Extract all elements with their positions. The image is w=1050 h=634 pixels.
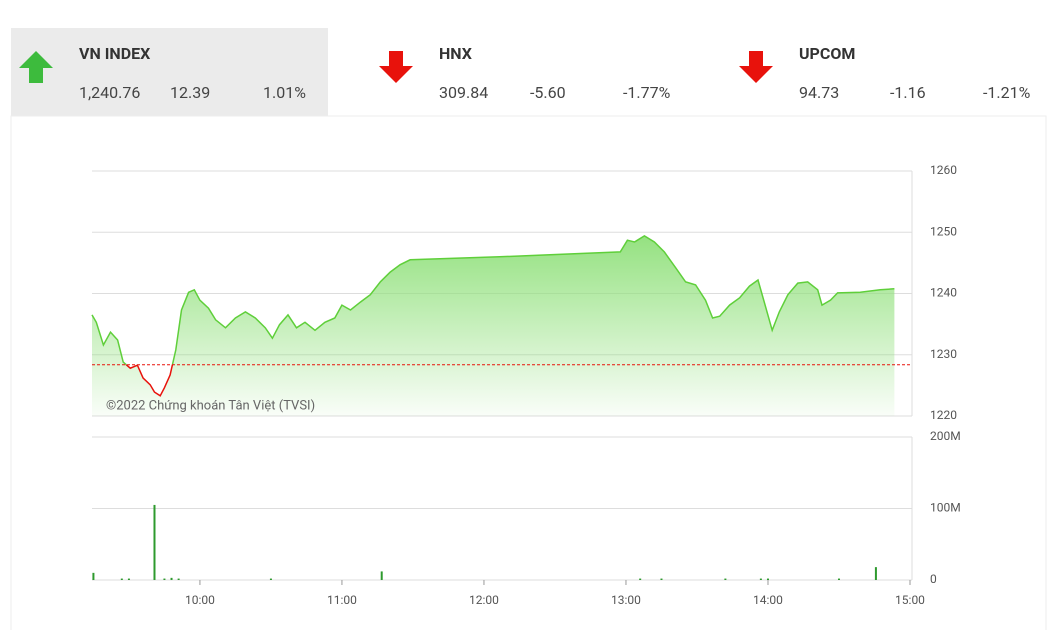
arrow-icon bbox=[379, 51, 413, 83]
y-tick-label: 1230 bbox=[930, 347, 957, 361]
price-line-below bbox=[125, 364, 174, 397]
index-change: -1.16 bbox=[890, 83, 926, 102]
volume-bar bbox=[660, 578, 663, 580]
volume-bar bbox=[766, 578, 769, 580]
watermark: ©2022 Chứng khoán Tân Việt (TVSI) bbox=[106, 398, 315, 413]
index-name: UPCOM bbox=[799, 44, 855, 63]
volume-bar bbox=[269, 578, 272, 580]
volume-bar bbox=[837, 578, 840, 580]
y-tick-label: 100M bbox=[930, 501, 961, 515]
arrow-icon bbox=[739, 51, 773, 83]
arrow-icon bbox=[19, 51, 53, 83]
index-percent: -1.21% bbox=[983, 83, 1031, 102]
x-tick-label: 10:00 bbox=[185, 593, 215, 607]
tile-bg bbox=[11, 28, 328, 116]
y-tick-label: 1220 bbox=[930, 408, 957, 422]
volume-bar bbox=[177, 578, 180, 580]
index-percent: -1.77% bbox=[623, 83, 671, 102]
volume-bar bbox=[639, 578, 642, 580]
x-tick-label: 14:00 bbox=[753, 593, 783, 607]
price-line bbox=[91, 235, 895, 365]
volume-bar bbox=[120, 578, 123, 580]
x-tick-label: 15:00 bbox=[895, 593, 925, 607]
volume-bar bbox=[163, 578, 166, 580]
volume-bar bbox=[127, 578, 130, 580]
index-percent: 1.01% bbox=[263, 83, 306, 102]
volume-bar bbox=[380, 571, 383, 580]
volume-bar bbox=[759, 578, 762, 580]
x-tick-label: 13:00 bbox=[611, 593, 641, 607]
volume-bar bbox=[92, 572, 95, 580]
y-tick-label: 1260 bbox=[930, 163, 957, 177]
volume-bar bbox=[170, 577, 173, 580]
x-tick-label: 12:00 bbox=[469, 593, 499, 607]
index-change: -5.60 bbox=[530, 83, 566, 102]
x-tick-label: 11:00 bbox=[327, 593, 357, 607]
y-tick-label: 1250 bbox=[930, 224, 957, 238]
area bbox=[92, 235, 895, 416]
volume-bar bbox=[153, 504, 156, 580]
index-value: 1,240.76 bbox=[79, 83, 140, 102]
index-change: 12.39 bbox=[170, 83, 210, 102]
index-name: HNX bbox=[439, 44, 472, 63]
y-tick-label: 0 bbox=[930, 572, 937, 586]
volume-bar bbox=[874, 567, 877, 580]
index-value: 309.84 bbox=[439, 83, 488, 102]
index-name: VN INDEX bbox=[79, 44, 150, 63]
volume-bar bbox=[724, 578, 727, 580]
y-tick-label: 1240 bbox=[930, 286, 957, 300]
y-tick-label: 200M bbox=[930, 429, 961, 443]
index-value: 94.73 bbox=[799, 83, 839, 102]
